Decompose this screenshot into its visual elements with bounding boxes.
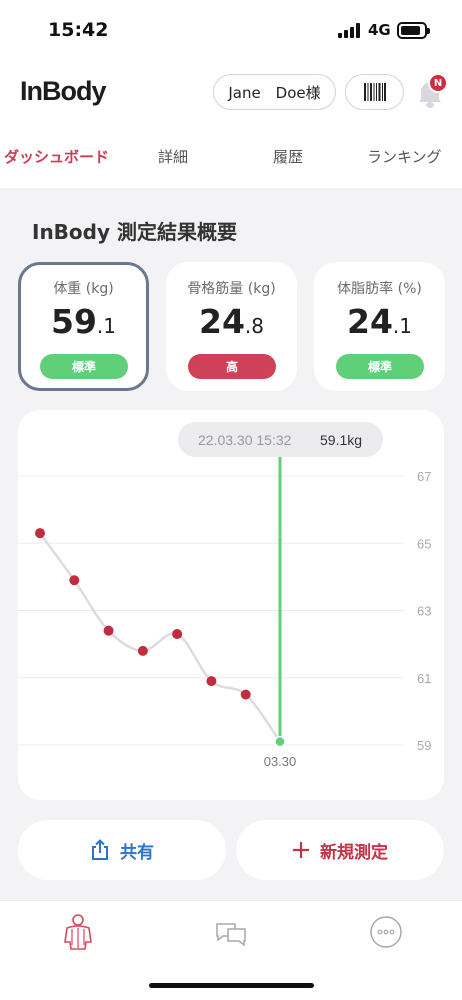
x-axis-label: 03.30	[264, 754, 297, 769]
skeletal-muscle-card[interactable]: 骨格筋量 (kg) 24.8 高	[166, 262, 297, 391]
status-time: 15:42	[48, 19, 109, 41]
status-badge: 高	[188, 354, 276, 379]
card-value: 24.8	[198, 302, 265, 341]
section-title: InBody 測定結果概要	[32, 220, 237, 244]
card-value: 59.1	[50, 302, 117, 341]
battery-icon	[397, 22, 430, 39]
tab-history[interactable]: 履歴	[273, 148, 304, 166]
card-label: 体脂肪率 (%)	[337, 281, 422, 297]
status-badge: 標準	[336, 354, 424, 379]
data-point	[69, 575, 80, 586]
card-label: 体重 (kg)	[53, 281, 114, 297]
tooltip-box	[178, 422, 383, 457]
status-badge: 標準	[40, 354, 128, 379]
data-point	[240, 689, 251, 700]
data-point	[137, 645, 148, 656]
series-line	[38, 532, 282, 743]
weight-card[interactable]: 体重 (kg) 59.1 標準	[18, 262, 149, 391]
plus-icon	[293, 842, 309, 858]
inbody-logo: InBody	[20, 76, 106, 106]
user-suffix: 様	[305, 83, 321, 102]
data-point	[103, 625, 114, 636]
signal-icon	[338, 23, 362, 38]
user-name: Jane Doe	[228, 83, 306, 102]
selected-data-point	[274, 735, 286, 748]
tooltip-value: 59.1kg	[320, 432, 362, 448]
share-icon	[92, 839, 108, 860]
barcode-button[interactable]	[345, 74, 404, 110]
weight-chart[interactable]: 67 65 63 61 59 03.30 22.03.30 15:32 59.1kg	[18, 410, 444, 800]
new-measurement-button[interactable]: 新規測定	[236, 820, 444, 880]
tab-ranking[interactable]: ランキング	[367, 148, 442, 166]
card-label: 骨格筋量 (kg)	[187, 281, 276, 297]
data-point	[206, 676, 217, 687]
notification-badge: N	[428, 73, 448, 93]
share-button[interactable]: 共有	[18, 820, 226, 880]
share-label: 共有	[120, 842, 154, 863]
y-tick-label: 59	[417, 738, 431, 753]
data-point	[35, 528, 45, 539]
nav-body-icon[interactable]	[58, 912, 98, 952]
nav-more-icon[interactable]	[366, 912, 406, 952]
y-tick-label: 61	[417, 671, 431, 686]
network-type: 4G	[368, 21, 391, 39]
user-name-button[interactable]: Jane Doe 様	[213, 74, 336, 110]
new-measurement-label: 新規測定	[320, 842, 388, 863]
body-fat-card[interactable]: 体脂肪率 (%) 24.1 標準	[314, 262, 445, 391]
tab-details[interactable]: 詳細	[158, 148, 189, 166]
y-tick-label: 65	[417, 536, 431, 551]
data-point	[172, 629, 183, 640]
tab-dashboard[interactable]: ダッシュボード	[4, 148, 110, 166]
tooltip-date: 22.03.30 15:32	[198, 432, 292, 448]
nav-chat-icon[interactable]	[211, 912, 251, 952]
card-value: 24.1	[346, 302, 413, 341]
barcode-icon	[363, 83, 386, 101]
weight-chart-svg[interactable]: 67 65 63 61 59 03.30 22.03.30 15:32 59.1kg	[18, 410, 444, 800]
y-tick-label: 67	[417, 469, 431, 484]
y-tick-label: 63	[417, 604, 431, 619]
home-indicator	[149, 983, 314, 988]
